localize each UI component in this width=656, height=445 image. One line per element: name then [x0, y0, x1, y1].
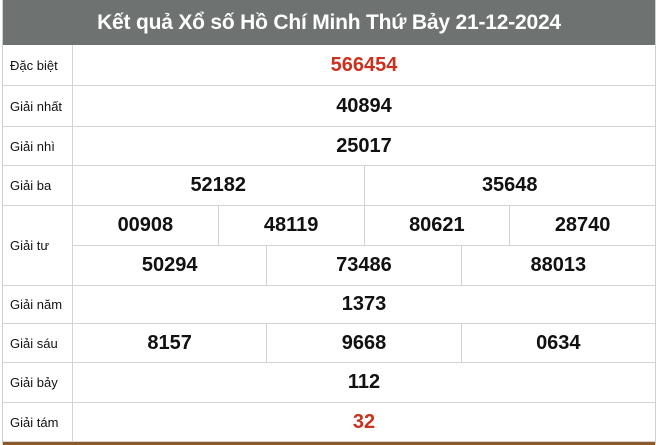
- prize-subrow: 25017: [73, 127, 655, 165]
- prize-subrow: 32: [73, 403, 655, 441]
- prize-row-giai-tu: Giải tư 00908 48119 80621 28740 50294 73486 880…: [3, 206, 655, 286]
- prize-row-giai-sau: Giải sáu 8157 9668 0634: [3, 324, 655, 363]
- table-title: Kết quả Xổ số Hồ Chí Minh Thứ Bảy 21-12-…: [3, 0, 655, 45]
- prize-number: 25017: [336, 134, 392, 157]
- prize-label: Giải bảy: [3, 363, 73, 402]
- prize-row-giai-ba: Giải ba 52182 35648: [3, 166, 655, 206]
- prize-subrow: 00908 48119 80621 28740: [73, 206, 655, 245]
- prize-label: Giải sáu: [3, 324, 73, 362]
- prize-values: 25017: [73, 127, 655, 165]
- prize-number: 28740: [509, 206, 655, 245]
- prize-number: 50294: [141, 254, 198, 276]
- prize-subrow: 112: [73, 363, 655, 402]
- prize-values: 00908 48119 80621 28740 50294 73486 88013: [73, 206, 655, 285]
- prize-label: Giải nhì: [3, 127, 73, 165]
- prize-subrow: 40894: [73, 86, 655, 126]
- prize-number: 35648: [363, 166, 656, 205]
- prize-label: Giải ba: [3, 166, 73, 205]
- prize-subrow: 566454: [73, 45, 655, 85]
- prize-number: 9668: [266, 324, 460, 362]
- prize-row-dac-biet: Đặc biệt 566454: [3, 45, 655, 86]
- prize-values: 8157 9668 0634: [73, 324, 655, 362]
- prize-number: 8157: [147, 331, 192, 354]
- prize-label: Giải tám: [3, 403, 73, 441]
- prize-subrow: 50294 73486 88013: [73, 245, 655, 285]
- prize-values: 52182 35648: [73, 166, 655, 205]
- prize-number: 112: [347, 371, 381, 393]
- prize-row-giai-nhi: Giải nhì 25017: [3, 127, 655, 166]
- prize-row-giai-bay: Giải bảy 112: [3, 363, 655, 403]
- prize-values: 1373: [73, 286, 655, 323]
- prize-row-giai-tam: Giải tám 32: [3, 403, 655, 442]
- prize-label: Giải tư: [3, 206, 73, 285]
- prize-number: 32: [352, 410, 376, 433]
- prize-values: 112: [73, 363, 655, 402]
- prize-subrow: 52182 35648: [73, 166, 655, 205]
- prize-subrow: 8157 9668 0634: [73, 324, 655, 362]
- prize-number: 48119: [217, 206, 364, 245]
- prize-values: 40894: [73, 86, 655, 126]
- prize-number: 1373: [341, 293, 387, 315]
- prize-row-giai-nhat: Giải nhất 40894: [3, 86, 655, 127]
- prize-values: 32: [73, 403, 655, 441]
- prize-number: 566454: [330, 53, 398, 76]
- prize-number: 52182: [190, 174, 247, 196]
- prize-label: Giải năm: [3, 286, 73, 323]
- prize-number: 0634: [460, 324, 655, 362]
- prize-number: 40894: [336, 94, 392, 117]
- prize-number: 88013: [460, 246, 655, 285]
- prize-values: 566454: [73, 45, 655, 85]
- prize-number: 80621: [363, 206, 510, 245]
- prize-number: 00908: [117, 214, 174, 236]
- prize-label: Đặc biệt: [3, 45, 73, 85]
- prize-subrow: 1373: [73, 286, 655, 323]
- prize-row-giai-nam: Giải năm 1373: [3, 286, 655, 324]
- prize-label: Giải nhất: [3, 86, 73, 126]
- prize-number: 73486: [266, 246, 460, 285]
